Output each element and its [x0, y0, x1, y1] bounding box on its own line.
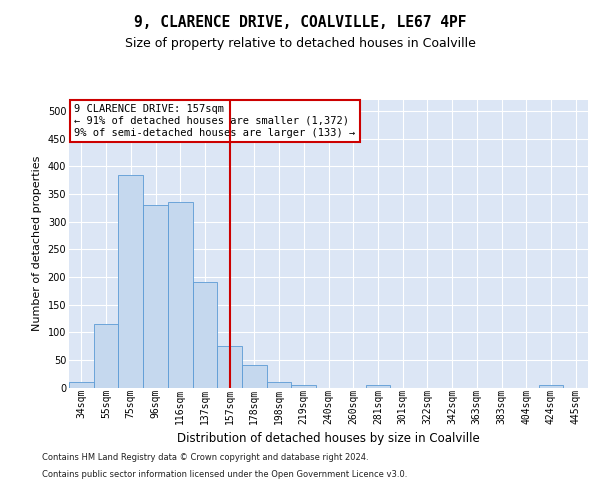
Bar [118, 174, 143, 388]
Bar [69, 382, 94, 388]
Bar [292, 384, 316, 388]
X-axis label: Distribution of detached houses by size in Coalville: Distribution of detached houses by size … [177, 432, 480, 446]
Text: 9, CLARENCE DRIVE, COALVILLE, LE67 4PF: 9, CLARENCE DRIVE, COALVILLE, LE67 4PF [134, 15, 466, 30]
Bar [143, 205, 168, 388]
Bar [267, 382, 292, 388]
Text: Size of property relative to detached houses in Coalville: Size of property relative to detached ho… [125, 38, 475, 51]
Bar [94, 324, 118, 388]
Bar [217, 346, 242, 388]
Bar [539, 384, 563, 388]
Text: Contains HM Land Registry data © Crown copyright and database right 2024.: Contains HM Land Registry data © Crown c… [42, 452, 368, 462]
Y-axis label: Number of detached properties: Number of detached properties [32, 156, 42, 332]
Text: 9 CLARENCE DRIVE: 157sqm
← 91% of detached houses are smaller (1,372)
9% of semi: 9 CLARENCE DRIVE: 157sqm ← 91% of detach… [74, 104, 355, 138]
Bar [365, 384, 390, 388]
Bar [193, 282, 217, 388]
Bar [242, 366, 267, 388]
Text: Contains public sector information licensed under the Open Government Licence v3: Contains public sector information licen… [42, 470, 407, 479]
Bar [168, 202, 193, 388]
